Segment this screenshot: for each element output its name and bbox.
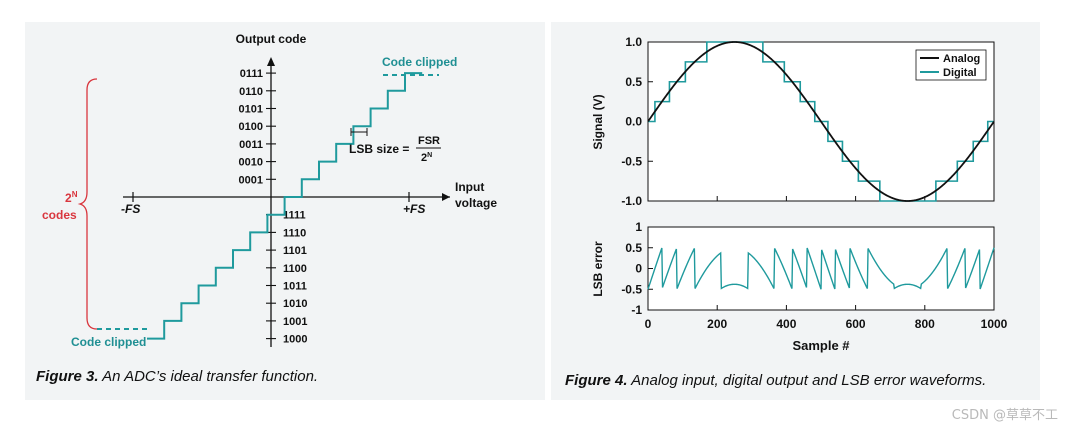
fig3-x-arrow [442,193,450,201]
fig4-legend-analog: Analog [943,53,980,65]
watermark: CSDN @草草不工 [951,408,1058,423]
fig3-caption-text: An ADC’s ideal transfer function. [102,368,319,385]
fig3-y-title: Output code [236,32,307,46]
fig4-top-ytick-label: 0.0 [625,115,642,129]
fig4-bottom-ytick-label: 1 [635,220,642,234]
fig3-x-right: +FS [403,202,425,216]
fig3-code-label-neg: 1000 [283,334,307,346]
fig4-legend [915,49,987,81]
fig4-legend-digital: Digital [943,67,977,79]
fig3-code-label-neg: 1101 [283,245,307,257]
fig4-caption-text: Analog input, digital output and LSB err… [631,372,987,389]
fig3-lsb-den: 2N [421,152,432,164]
fig4-caption-label: Figure 4. [565,372,628,389]
fig3-code-label-neg: 1110 [283,227,306,239]
fig3-code-label-pos: 0111 [240,68,263,80]
fig4-bottom-ytick-label: -1 [631,303,642,317]
fig3-code-label-pos: 0011 [239,139,263,151]
figure3-panel: Output code Input voltage -FS +FS 0001 00… [25,22,545,400]
fig3-x-title-2: voltage [455,196,497,210]
fig3-y-arrow [267,57,275,66]
fig3-codes-pow: 2N [65,190,78,205]
fig4-bottom-ytick-label: 0 [635,262,642,276]
fig3-code-label-neg: 1001 [283,316,307,328]
fig4-bottom-ytick-label: 0.5 [625,241,642,255]
fig3-staircase [147,72,423,340]
fig4-caption: Figure 4. Analog input, digital output a… [565,372,986,389]
fig4-xtick-label: 800 [915,317,935,331]
fig4-top-ytick-label: -0.5 [621,154,642,168]
fig3-code-label-neg: 1011 [283,281,307,293]
fig3-code-label-neg: 1111 [283,210,306,222]
fig3-codes-brace [77,78,98,330]
fig3-codes-label: codes [42,208,77,222]
fig4-analog-series [647,41,995,202]
fig3-caption: Figure 3. An ADC’s ideal transfer functi… [36,368,318,385]
fig3-code-label-neg: 1100 [283,263,307,275]
fig3-lsb-label: LSB size = [349,142,409,156]
fig4-top-ytick-label: 1.0 [625,35,642,49]
fig4-top-ylabel: Signal (V) [591,94,605,149]
fig3-x-title-1: Input [455,180,484,194]
fig3-caption-label: Figure 3. [36,368,99,385]
fig4-xtick-label: 1000 [981,317,1008,331]
fig4-error-series [647,247,995,290]
fig3-code-label-pos: 0001 [239,174,263,186]
fig4-xlabel: Sample # [792,338,850,353]
fig4-bottom-ylabel: LSB error [591,241,605,297]
figure3-chart: Output code Input voltage -FS +FS 0001 00… [42,32,497,349]
fig4-xtick-label: 600 [846,317,866,331]
fig3-code-label-pos: 0100 [239,121,263,133]
fig3-code-label-pos: 0101 [239,104,263,116]
fig4-xtick-label: 400 [776,317,796,331]
fig4-bottom-ytick-label: -0.5 [621,282,642,296]
fig3-code-label-pos: 0110 [239,86,263,98]
fig3-x-left: -FS [121,202,140,216]
fig4-top-ytick-label: 0.5 [625,75,642,89]
fig3-clip-top-label: Code clipped [382,55,457,69]
fig3-clip-bottom-label: Code clipped [71,335,146,349]
fig3-code-label-pos: 0010 [239,157,263,169]
figure4-panel: 1.0 0.5 0.0 -0.5 -1.0 1 0.5 0 -0.5 -1 0 200 400 600 80… [551,22,1040,400]
fig3-lsb-num: FSR [418,135,440,147]
figure4-chart: 1.00.50.0-0.5-1.010.50-0.5-10 200 400 600 80… [591,35,1008,353]
fig4-xtick-label: 200 [707,317,727,331]
fig4-xtick-label: 0 [645,317,652,331]
fig3-code-label-neg: 1010 [283,298,307,310]
fig4-top-ytick-label: -1.0 [621,194,642,208]
